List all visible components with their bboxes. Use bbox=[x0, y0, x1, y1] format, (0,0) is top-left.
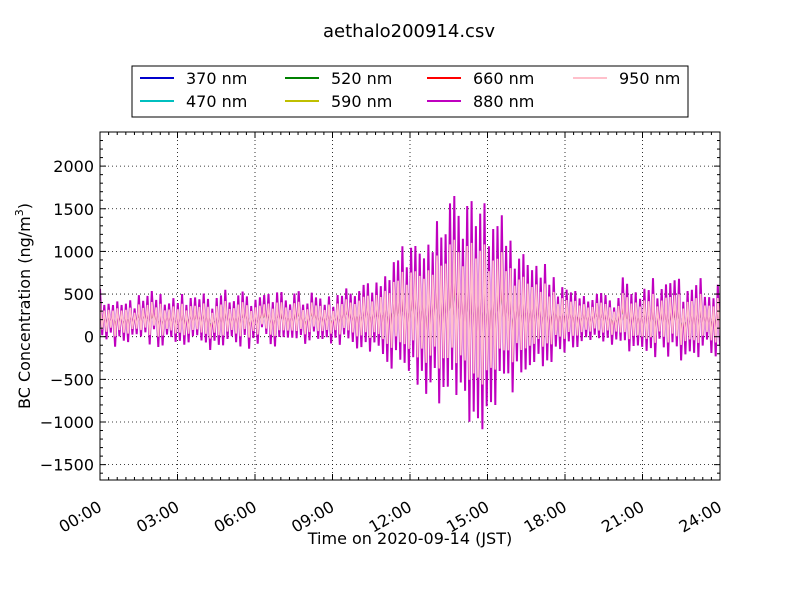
x-tick-label: 21:00 bbox=[598, 497, 647, 537]
y-axis-label-base: BC Concentration (ng/m bbox=[15, 216, 34, 409]
y-axis-label-end: ) bbox=[15, 203, 34, 209]
y-tick-label: 2000 bbox=[53, 157, 94, 176]
y-axis-label: BC Concentration (ng/m3) bbox=[13, 203, 34, 409]
y-tick-label: −500 bbox=[50, 370, 94, 389]
legend-item-520-nm: 520 nm bbox=[285, 69, 392, 88]
legend-item-590-nm: 590 nm bbox=[285, 92, 392, 111]
x-tick-label: 03:00 bbox=[133, 497, 182, 537]
legend-item-660-nm: 660 nm bbox=[427, 69, 534, 88]
legend-item-370-nm: 370 nm bbox=[140, 69, 247, 88]
plot-area: 00:00 03:00 06:00 09:00 12:00 15:00 18:00 21:00… bbox=[40, 131, 725, 537]
legend-item-470-nm: 470 nm bbox=[140, 92, 247, 111]
x-tick-label: 06:00 bbox=[211, 497, 260, 537]
legend-label: 880 nm bbox=[473, 92, 534, 111]
x-tick-label: 18:00 bbox=[521, 497, 570, 537]
y-tick-label: −1000 bbox=[40, 413, 94, 432]
legend-item-950-nm: 950 nm bbox=[573, 69, 680, 88]
x-axis-label: Time on 2020-09-14 (JST) bbox=[307, 529, 512, 548]
y-tick-label: 500 bbox=[63, 285, 94, 304]
legend-label: 520 nm bbox=[331, 69, 392, 88]
y-tick-label: −1500 bbox=[40, 456, 94, 475]
y-axis-label-sup: 3 bbox=[13, 209, 26, 216]
legend-frame bbox=[131, 65, 689, 118]
y-tick-label: 1000 bbox=[53, 242, 94, 261]
legend-label: 950 nm bbox=[619, 69, 680, 88]
x-tick-label: 00:00 bbox=[56, 497, 105, 537]
series-lines bbox=[100, 195, 720, 430]
legend-item-880-nm: 880 nm bbox=[427, 92, 534, 111]
legend-label: 590 nm bbox=[331, 92, 392, 111]
legend-label: 660 nm bbox=[473, 69, 534, 88]
y-tick-label: 1500 bbox=[53, 200, 94, 219]
legend-label: 370 nm bbox=[186, 69, 247, 88]
y-tick-label: 0 bbox=[84, 328, 94, 347]
chart-title: aethalo200914.csv bbox=[323, 21, 495, 42]
legend-label: 470 nm bbox=[186, 92, 247, 111]
legend: 370 nm 470 nm 520 nm 590 nm 660 nm 880 nm 950 … bbox=[131, 65, 689, 118]
x-tick-label: 24:00 bbox=[676, 497, 725, 537]
series-line-950-nm bbox=[100, 239, 720, 385]
